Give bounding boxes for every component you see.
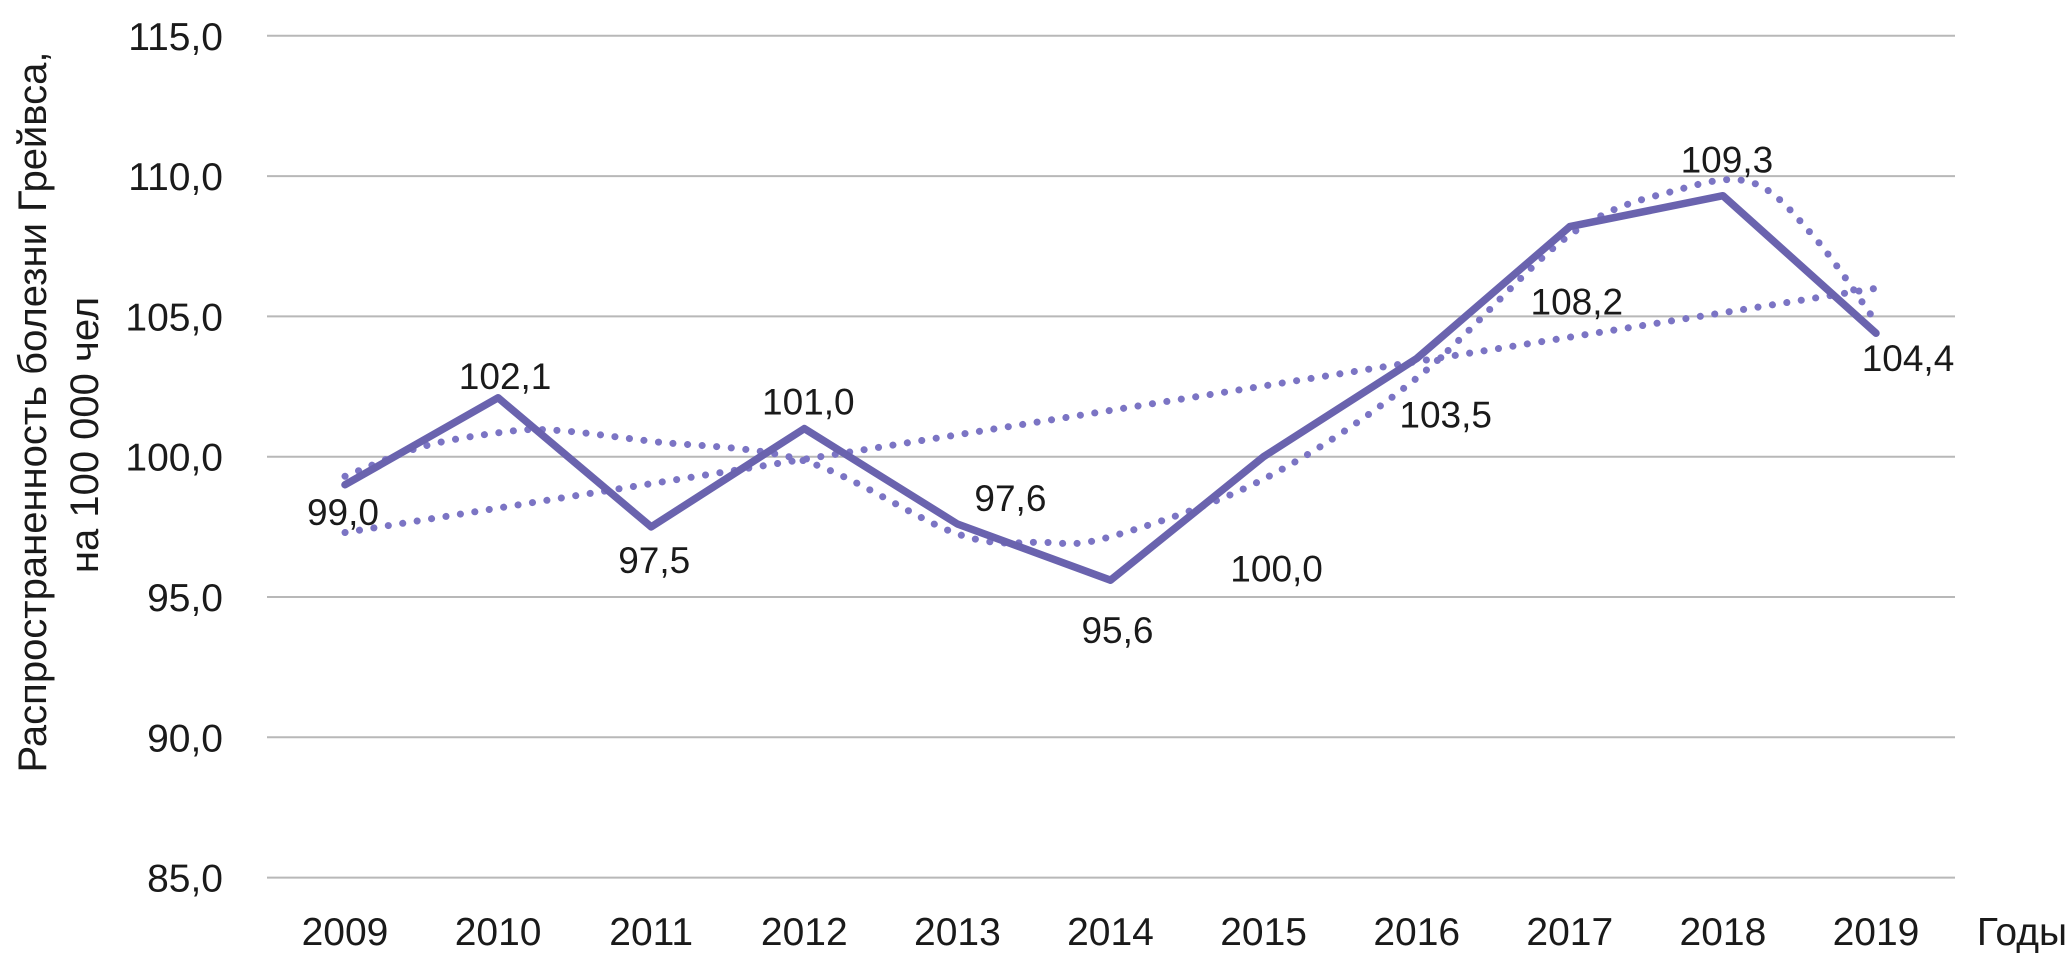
data-label: 100,0 — [1230, 549, 1323, 590]
x-tick-label: 2009 — [302, 911, 389, 954]
gridlines — [267, 34, 1955, 879]
data-label: 95,6 — [1081, 610, 1153, 651]
data-label: 104,4 — [1862, 338, 1955, 379]
y-tick-label: 95,0 — [147, 577, 223, 620]
y-axis-title-line2: на 100 000 чел — [63, 297, 107, 573]
y-axis-tick-labels: 115,0 110,0 105,0 100,0 95,0 90,0 85,0 — [125, 16, 223, 901]
x-tick-label: 2016 — [1373, 911, 1460, 954]
data-label: 101,0 — [762, 382, 855, 423]
data-label: 102,1 — [459, 356, 552, 397]
y-tick-label: 110,0 — [128, 156, 223, 199]
y-axis-title-line1: Распространенность болезни Грейвса, — [11, 52, 55, 773]
x-tick-label: 2011 — [609, 911, 693, 954]
x-tick-label: 2012 — [761, 911, 848, 954]
polynomial-trendline — [341, 175, 1880, 548]
y-tick-label: 105,0 — [125, 296, 223, 339]
data-labels: 99,0 102,1 97,5 101,0 97,6 95,6 100,0 103,5 108,… — [307, 140, 1954, 652]
data-label: 99,0 — [307, 492, 379, 533]
linear-trendline — [341, 284, 1880, 536]
x-tick-label: 2014 — [1067, 911, 1154, 954]
x-tick-label: 2013 — [914, 911, 1001, 954]
x-tick-label: 2018 — [1680, 911, 1767, 954]
x-axis-title: Годы — [1977, 911, 2067, 954]
data-label: 108,2 — [1531, 282, 1624, 323]
x-tick-label: 2010 — [455, 911, 542, 954]
y-tick-label: 90,0 — [147, 717, 223, 760]
y-tick-label: 115,0 — [128, 16, 223, 59]
data-label: 97,5 — [618, 540, 690, 581]
x-axis-tick-labels: 2009 2010 2011 2012 2013 2014 2015 2016 2017 2018… — [302, 911, 1920, 954]
x-tick-label: 2015 — [1220, 911, 1307, 954]
data-label: 109,3 — [1681, 140, 1774, 181]
x-tick-label: 2017 — [1526, 911, 1613, 954]
x-tick-label: 2019 — [1833, 911, 1920, 954]
prevalence-series-line — [341, 191, 1880, 584]
y-tick-label: 85,0 — [147, 858, 223, 901]
y-tick-label: 100,0 — [125, 437, 223, 480]
data-label: 103,5 — [1399, 395, 1492, 436]
data-label: 97,6 — [974, 478, 1046, 519]
